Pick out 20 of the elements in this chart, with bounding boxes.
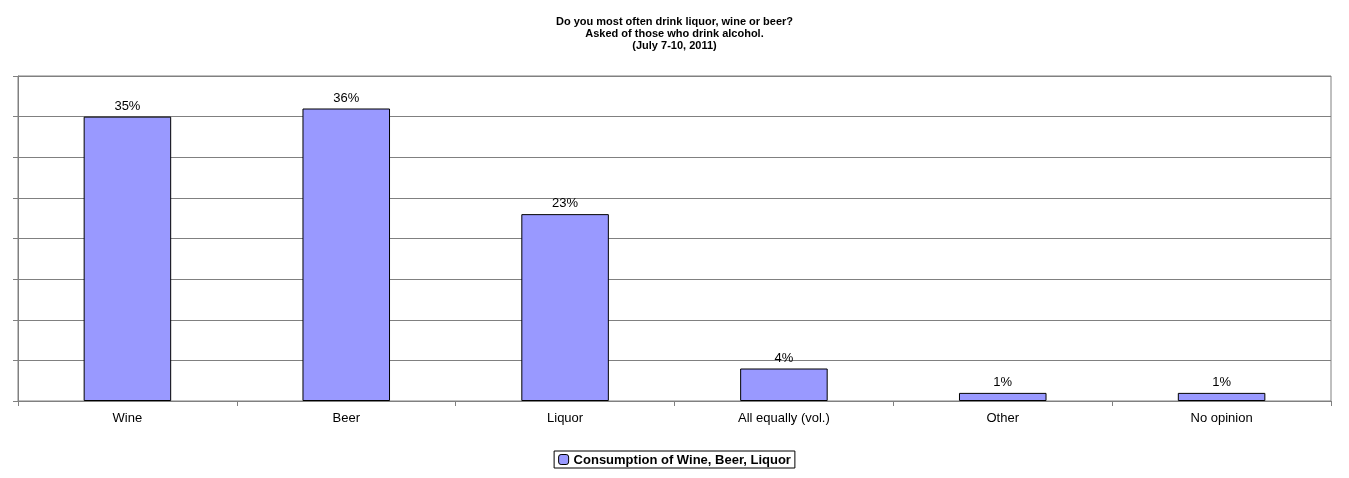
data-label: 35%	[114, 97, 141, 113]
x-tick-label: Wine	[112, 410, 143, 425]
data-label: 1%	[1212, 373, 1232, 389]
legend-label: Consumption of Wine, Beer, Liquor	[573, 452, 791, 467]
data-label: 1%	[993, 373, 1013, 389]
bar	[521, 214, 609, 401]
x-tick-label: No opinion	[1190, 410, 1253, 425]
bar	[958, 392, 1047, 401]
x-tick-label: Other	[986, 410, 1020, 425]
bar	[302, 108, 391, 401]
x-tick-label: Beer	[332, 410, 361, 425]
x-tick-label: Liquor	[547, 410, 584, 425]
bar	[83, 116, 172, 401]
x-tick-label: All equally (vol.)	[738, 410, 830, 425]
data-label: 36%	[333, 89, 360, 105]
chart-title: Do you most often drink liquor, wine or beer? Asked of those who drink alcohol. (July 7-10, 2011)	[555, 15, 794, 51]
bar	[740, 368, 828, 401]
bar	[1177, 392, 1266, 401]
data-label: 23%	[552, 195, 579, 211]
data-label: 4%	[774, 349, 794, 365]
